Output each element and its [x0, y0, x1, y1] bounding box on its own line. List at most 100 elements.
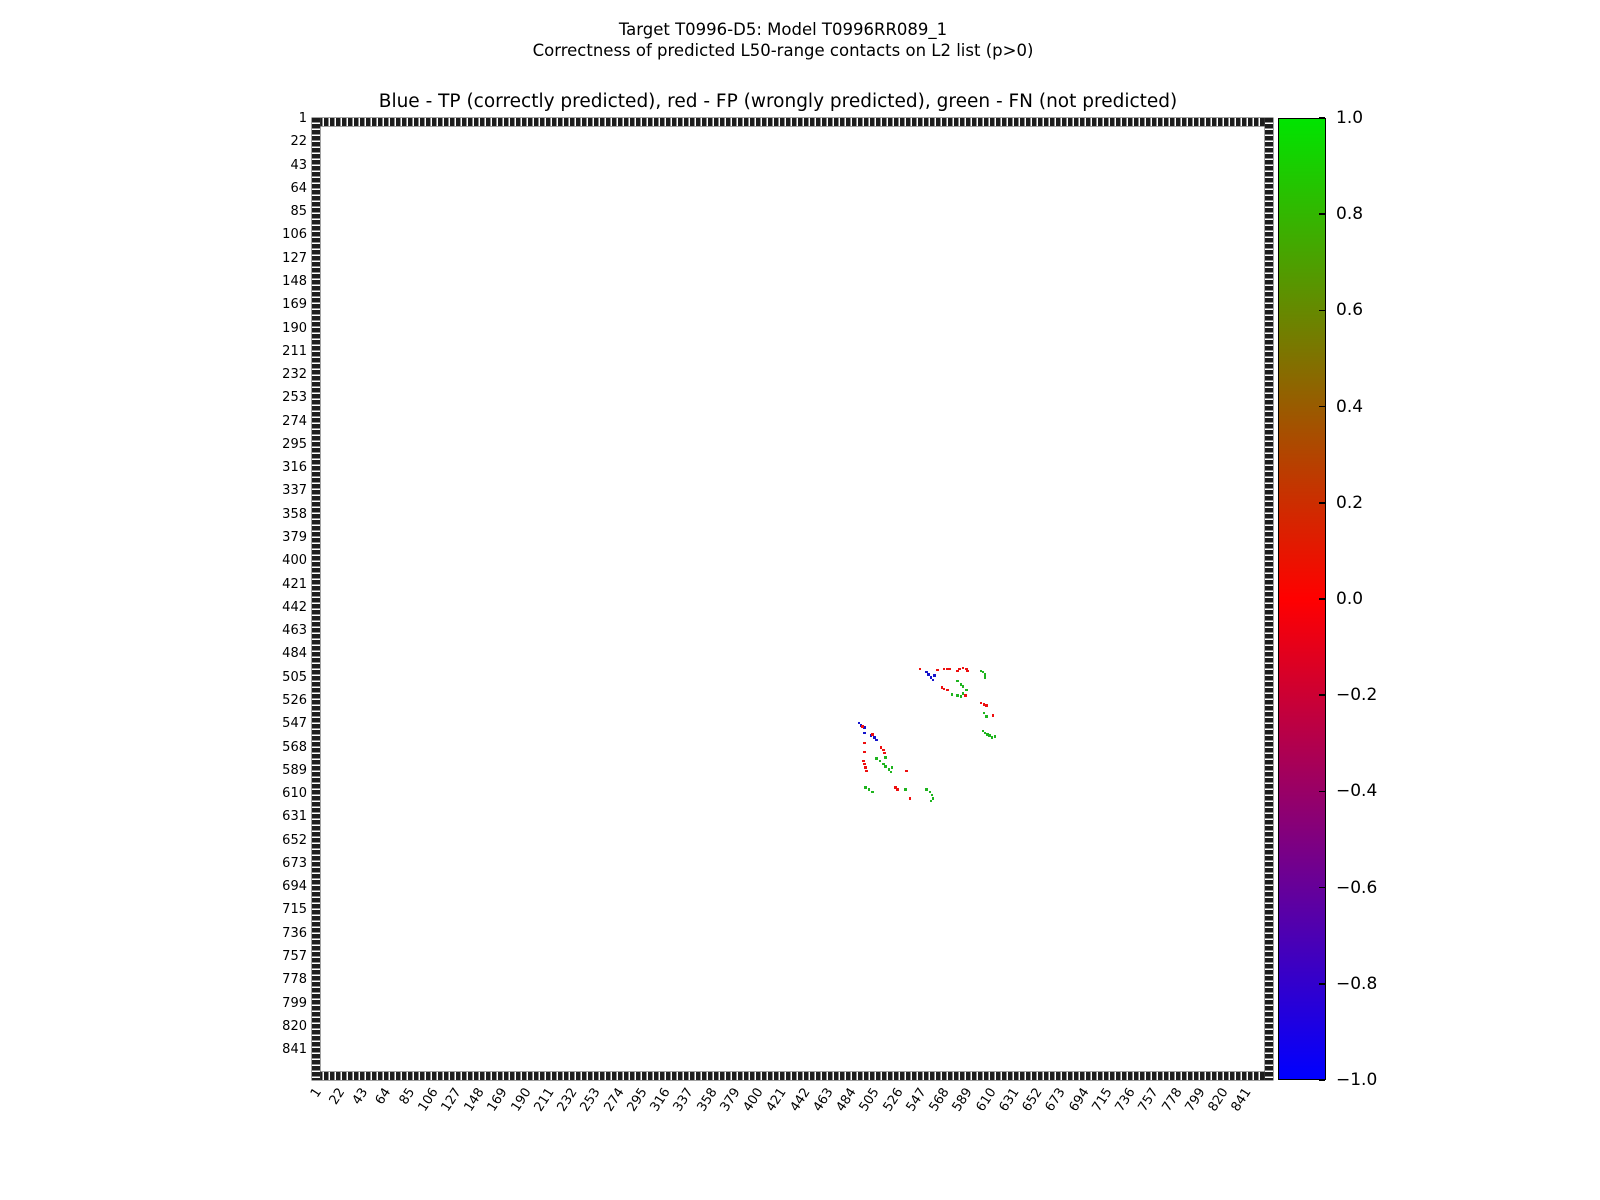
contact-point — [988, 734, 991, 737]
contact-point — [875, 738, 878, 742]
y-tick-label: 610 — [282, 786, 307, 802]
x-tick-label: 547 — [903, 1085, 930, 1115]
x-tick-label: 316 — [647, 1085, 674, 1115]
contact-point — [884, 765, 887, 768]
contact-point — [993, 735, 997, 738]
x-tick-label: 463 — [810, 1085, 837, 1115]
y-tick-label: 190 — [282, 320, 307, 336]
colorbar-tick-label: −0.6 — [1336, 877, 1378, 898]
contact-point — [863, 762, 866, 766]
colorbar-tick-label: 0.8 — [1336, 204, 1364, 225]
x-tick-label: 631 — [996, 1085, 1023, 1115]
contact-point — [961, 685, 965, 688]
y-tick-label: 253 — [282, 390, 307, 406]
contact-point — [979, 669, 982, 673]
contact-point — [966, 669, 969, 673]
contact-point — [867, 788, 871, 791]
contact-point — [925, 670, 928, 674]
contact-point — [956, 679, 959, 683]
contact-point — [908, 797, 912, 800]
contact-point — [896, 788, 899, 791]
x-tick-label: 106 — [414, 1085, 442, 1115]
colorbar-tick-label: −1.0 — [1336, 1070, 1378, 1090]
colorbar-tick-mark — [1319, 983, 1325, 985]
y-tick-label: 841 — [282, 1042, 307, 1058]
contact-point — [928, 790, 932, 794]
x-tick-label: 85 — [396, 1085, 418, 1108]
contact-point — [983, 676, 987, 679]
x-tick-label: 148 — [461, 1085, 488, 1115]
colorbar-tick-label: 1.0 — [1336, 108, 1364, 128]
x-tick-label: 274 — [600, 1085, 628, 1115]
contact-point — [873, 736, 876, 739]
contact-point — [986, 733, 989, 736]
colorbar-tick-label: 0.2 — [1336, 492, 1364, 513]
contact-point — [959, 683, 963, 686]
plot-frame-left — [312, 118, 320, 1080]
contact-point — [964, 694, 967, 697]
contact-point — [942, 687, 946, 691]
y-tick-label: 85 — [290, 204, 307, 220]
contact-point — [879, 746, 883, 749]
x-tick-label: 694 — [1065, 1085, 1093, 1115]
contact-point — [864, 786, 867, 789]
contact-point — [990, 736, 994, 739]
y-tick-label: 400 — [282, 553, 307, 569]
contact-point — [878, 759, 882, 763]
colorbar-tick-mark — [1319, 405, 1325, 408]
x-tick-label: 736 — [1112, 1085, 1139, 1115]
x-tick-label: 715 — [1089, 1085, 1116, 1115]
contact-point — [863, 731, 866, 735]
plot-frame-bottom — [312, 1072, 1273, 1080]
contact-point — [929, 676, 933, 679]
y-tick-label: 169 — [282, 297, 307, 313]
contact-point — [946, 688, 949, 692]
x-tick-label: 400 — [740, 1085, 767, 1115]
colorbar-gradient — [1278, 118, 1326, 1080]
contact-point — [959, 695, 963, 698]
y-tick-label: 232 — [282, 367, 307, 383]
colorbar-tick-label: −0.8 — [1336, 973, 1378, 994]
y-tick-label: 589 — [282, 762, 307, 778]
y-tick-label: 358 — [282, 506, 307, 522]
colorbar-tick-mark — [1319, 598, 1325, 600]
contact-point — [985, 715, 988, 718]
contact-point — [890, 766, 894, 769]
x-tick-label: 442 — [786, 1085, 814, 1115]
y-tick-label: 505 — [282, 669, 307, 685]
x-tick-label: 421 — [763, 1085, 790, 1115]
x-tick-label: 799 — [1182, 1085, 1209, 1115]
x-tick-label: 295 — [624, 1085, 651, 1115]
contact-point — [883, 751, 886, 755]
contact-point — [882, 748, 885, 752]
x-tick-label: 610 — [972, 1085, 1000, 1115]
y-tick-label: 211 — [282, 343, 307, 359]
x-tick-label: 22 — [326, 1085, 349, 1108]
contact-point — [956, 694, 959, 697]
contact-point — [863, 726, 866, 729]
contact-point — [981, 670, 985, 674]
axes-title: Blue - TP (correctly predicted), red - F… — [378, 91, 1178, 112]
contact-point — [862, 759, 865, 763]
contact-point — [958, 667, 961, 671]
contact-point — [985, 704, 988, 707]
y-tick-label: 736 — [282, 925, 307, 941]
plot-frame-right — [1265, 118, 1273, 1080]
y-tick-label: 43 — [290, 157, 307, 173]
contact-point — [865, 769, 868, 773]
y-tick-label: 652 — [282, 832, 307, 848]
contact-point — [991, 714, 995, 717]
contact-point — [889, 770, 893, 774]
plot-area — [312, 118, 1273, 1080]
figure-subtitle: Correctness of predicted L50-range conta… — [532, 41, 1034, 60]
contact-point — [905, 769, 908, 773]
figure-title: Target T0996-D5: Model T0996RR089_1 — [618, 20, 948, 39]
x-tick-label: 253 — [577, 1085, 604, 1115]
contact-point — [965, 667, 968, 671]
y-tick-label: 547 — [282, 716, 307, 732]
x-tick-label: 211 — [531, 1085, 558, 1115]
contact-point — [863, 750, 866, 754]
contact-point — [871, 733, 874, 736]
x-tick-label: 1 — [307, 1085, 325, 1101]
contact-point — [979, 701, 982, 705]
